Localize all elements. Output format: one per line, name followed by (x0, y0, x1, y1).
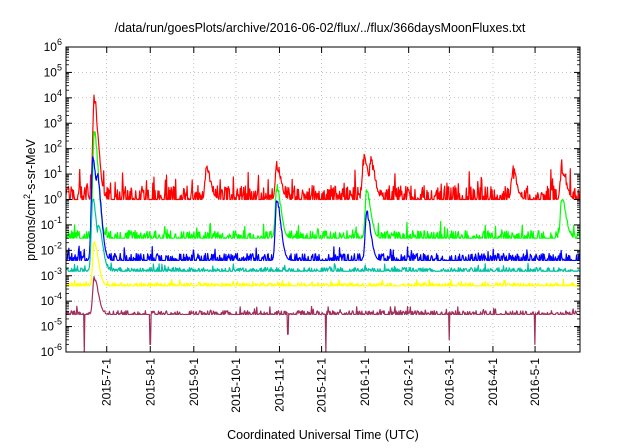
y-tick-label: 100 (44, 190, 62, 207)
y-tick-label: 103 (44, 113, 62, 130)
y-tick-label: 102 (44, 139, 62, 156)
axes: 10-6 10-5 10-4 10-3 10-2 10-1 100 101 102 103 104 1… (41, 37, 581, 413)
x-tick-label: 2015-7-1 (100, 358, 114, 406)
y-tick-label: 10-6 (41, 342, 62, 359)
x-tick-label: 2015-8-1 (143, 358, 157, 406)
plot-area (65, 94, 581, 353)
plot-frame (65, 46, 581, 353)
x-tick-label: 2015-10-1 (229, 358, 243, 413)
y-tick-label: 10-3 (41, 266, 62, 283)
y-tick-label: 104 (44, 88, 62, 105)
series-line-5 (65, 240, 581, 287)
series-line-1 (65, 94, 581, 201)
series-line-2 (65, 130, 581, 239)
series-line-4 (65, 198, 581, 272)
x-tick-label: 2016-3-1 (442, 358, 456, 406)
y-tick-label: 10-5 (41, 317, 62, 334)
x-tick-label: 2015-11-1 (272, 358, 286, 412)
y-tick-label: 101 (44, 164, 62, 181)
x-tick-label: 2016-2-1 (402, 358, 416, 406)
x-tick-label: 2016-5-1 (528, 358, 542, 406)
x-tick-label: 2015-12-1 (315, 358, 329, 413)
x-tick-label: 2016-1-1 (358, 358, 372, 406)
y-tick-label: 10-2 (41, 240, 62, 257)
x-tick-label: 2016-4-1 (486, 358, 500, 406)
chart-title: /data/run/goesPlots/archive/2016-06-02/f… (114, 21, 526, 35)
x-axis-label: Coordinated Universal Time (UTC) (227, 428, 419, 442)
x-tick-label: 2015-9-1 (187, 358, 201, 406)
y-tick-label: 105 (44, 62, 62, 79)
y-tick-label: 10-1 (41, 215, 62, 232)
series-line-3 (65, 156, 581, 262)
y-tick-label: 106 (44, 37, 62, 54)
series-line-6 (65, 276, 581, 353)
y-tick-label: 10-4 (41, 291, 62, 308)
